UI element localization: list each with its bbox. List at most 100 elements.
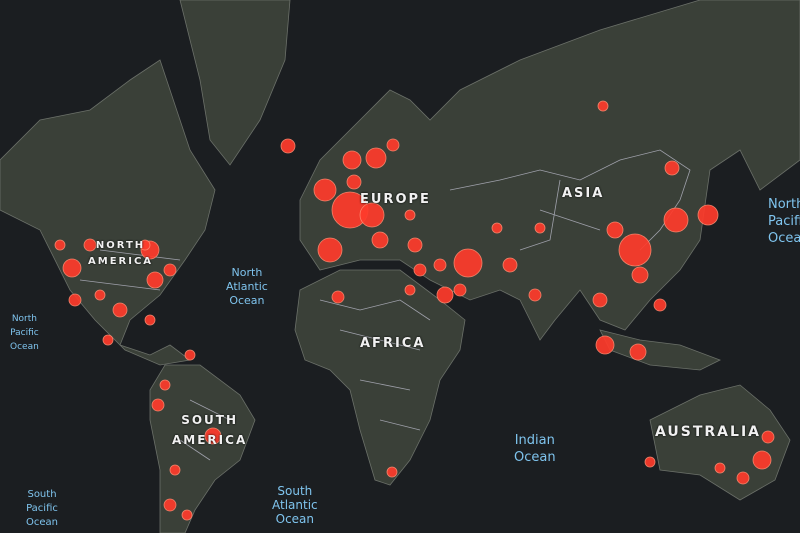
case-marker [597, 100, 609, 112]
case-marker [68, 293, 82, 307]
case-marker [62, 258, 82, 278]
ocean-word: North [11, 314, 37, 324]
case-marker [102, 334, 114, 346]
case-marker [359, 202, 385, 228]
case-marker [453, 248, 483, 278]
south-america-land [149, 364, 256, 533]
case-marker [413, 263, 427, 277]
case-marker [144, 314, 156, 326]
case-marker [528, 288, 542, 302]
case-marker [331, 290, 345, 304]
ocean-word: Pacific [26, 503, 58, 514]
case-marker [386, 466, 398, 478]
case-marker [736, 471, 750, 485]
case-marker [644, 456, 656, 468]
ocean-word: Ocean [275, 512, 315, 526]
case-marker [404, 209, 416, 221]
case-marker [606, 221, 624, 239]
ocean-word: Atlantic [226, 280, 268, 293]
case-marker [342, 150, 362, 170]
ocean-word: South [27, 489, 57, 500]
case-markers [54, 100, 775, 521]
case-marker [664, 160, 680, 176]
label-south-pacific-ocean: South Pacific Ocean [26, 488, 58, 530]
case-marker [534, 222, 546, 234]
case-marker [595, 335, 615, 355]
case-marker [433, 258, 447, 272]
label-europe: EUROPE [360, 192, 431, 207]
label-america: AMERICA [172, 433, 248, 447]
case-marker [404, 284, 416, 296]
ocean-word: Ocean [768, 231, 800, 246]
label-south-america: SOUTH AMERICA [172, 410, 247, 450]
case-marker [184, 349, 196, 361]
case-marker [697, 204, 719, 226]
case-marker [714, 462, 726, 474]
case-marker [146, 271, 164, 289]
case-marker [386, 138, 400, 152]
case-marker [592, 292, 608, 308]
label-australia: AUSTRALIA [655, 424, 761, 440]
ocean-word: North [231, 266, 263, 279]
case-marker [436, 286, 454, 304]
label-south: SOUTH [181, 413, 239, 427]
case-marker [371, 231, 389, 249]
case-marker [139, 239, 151, 251]
southeast-asia-islands [599, 329, 721, 371]
ocean-word: Ocean [229, 294, 265, 307]
case-marker [663, 207, 689, 233]
north-america-land [0, 59, 216, 366]
australia-land [649, 384, 791, 501]
africa-land [294, 269, 466, 486]
label-north-america: NORTH AMERICA [88, 238, 153, 270]
case-marker [491, 222, 503, 234]
label-north-pacific-ocean-right: North Pacific Ocean [768, 196, 800, 247]
ocean-word: Atlantic [272, 498, 318, 512]
country-borders [79, 149, 691, 461]
case-marker [151, 398, 165, 412]
case-marker [169, 464, 181, 476]
case-marker [313, 178, 337, 202]
case-marker [317, 237, 343, 263]
label-north: NORTH [95, 240, 146, 251]
ocean-word: North [768, 197, 800, 212]
case-marker [112, 302, 128, 318]
ocean-word: Ocean [26, 517, 58, 528]
ocean-word: Pacific [768, 214, 800, 229]
ocean-word: Ocean [10, 342, 39, 352]
label-north-atlantic-ocean: North Atlantic Ocean [226, 266, 268, 308]
case-marker [631, 266, 649, 284]
label-america: AMERICA [88, 256, 154, 267]
label-south-atlantic-ocean: South Atlantic Ocean [272, 484, 318, 526]
case-marker [159, 379, 171, 391]
case-marker [181, 509, 193, 521]
case-marker [163, 498, 177, 512]
eurasia-land [299, 0, 800, 341]
label-indian-ocean: Indian Ocean [514, 432, 556, 466]
case-marker [346, 174, 362, 190]
label-asia: ASIA [562, 186, 605, 201]
case-marker [280, 138, 296, 154]
case-marker [94, 289, 106, 301]
case-marker [752, 450, 772, 470]
greenland [179, 0, 291, 166]
ocean-word: Ocean [514, 450, 556, 465]
case-marker [163, 263, 177, 277]
case-marker [453, 283, 467, 297]
case-marker [761, 430, 775, 444]
label-africa: AFRICA [360, 336, 426, 351]
case-marker [204, 427, 222, 445]
ocean-word: Pacific [10, 328, 39, 338]
case-marker [502, 257, 518, 273]
case-marker [618, 233, 652, 267]
case-marker [54, 239, 66, 251]
label-north-pacific-ocean-left: North Pacific Ocean [10, 312, 39, 354]
ocean-word: Indian [514, 433, 555, 448]
ocean-word: South [277, 484, 313, 498]
case-marker [629, 343, 647, 361]
case-marker [407, 237, 423, 253]
case-marker [653, 298, 667, 312]
case-marker [365, 147, 387, 169]
case-marker [83, 238, 97, 252]
